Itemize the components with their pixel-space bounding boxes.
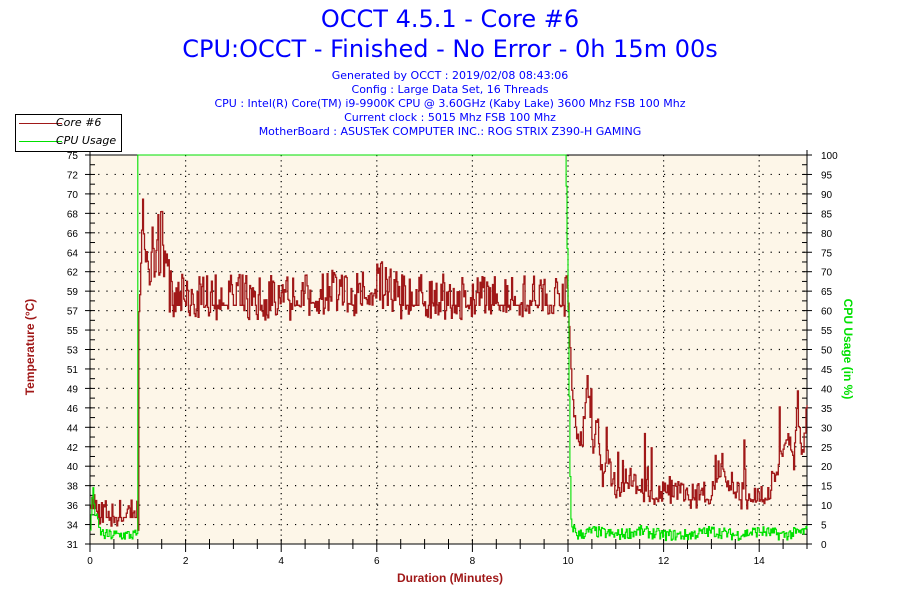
- svg-text:49: 49: [67, 384, 79, 395]
- chart-title: OCCT 4.5.1 - Core #6: [320, 5, 580, 33]
- svg-text:55: 55: [821, 326, 833, 337]
- svg-text:44: 44: [67, 423, 79, 434]
- svg-text:50: 50: [821, 346, 833, 357]
- info-clock: Current clock : 5015 Mhz FSB 100 Mhz: [344, 111, 556, 124]
- info-config: Config : Large Data Set, 16 Threads: [351, 83, 549, 96]
- svg-text:8: 8: [470, 556, 476, 567]
- y-axis-title-left: Temperature (°C): [23, 298, 37, 396]
- svg-text:75: 75: [821, 248, 833, 259]
- svg-text:5: 5: [821, 521, 827, 532]
- svg-text:72: 72: [67, 170, 79, 181]
- svg-text:55: 55: [67, 326, 79, 337]
- svg-text:14: 14: [754, 556, 766, 567]
- legend-label-core6: Core #6: [56, 116, 102, 129]
- svg-text:70: 70: [821, 268, 833, 279]
- x-axis-title: Duration (Minutes): [397, 571, 503, 585]
- svg-text:35: 35: [821, 404, 833, 415]
- svg-text:100: 100: [821, 151, 838, 162]
- core6-temperature-line: [90, 198, 808, 531]
- svg-text:45: 45: [821, 365, 833, 376]
- svg-text:64: 64: [67, 248, 79, 259]
- svg-text:46: 46: [67, 404, 79, 415]
- svg-text:38: 38: [67, 482, 79, 493]
- svg-text:15: 15: [821, 482, 833, 493]
- legend-item-cpu-usage: CPU Usage: [16, 133, 121, 149]
- svg-text:75: 75: [67, 151, 79, 162]
- info-motherboard: MotherBoard : ASUSTeK COMPUTER INC.: ROG…: [258, 125, 642, 138]
- legend-swatch-core6: [19, 123, 62, 124]
- svg-text:25: 25: [821, 443, 833, 454]
- svg-text:34: 34: [67, 521, 79, 532]
- svg-text:57: 57: [67, 307, 79, 318]
- svg-text:4: 4: [278, 556, 284, 567]
- svg-text:6: 6: [374, 556, 380, 567]
- chart-subtitle: CPU:OCCT - Finished - No Error - 0h 15m …: [182, 35, 718, 63]
- chart-legend: Core #6 CPU Usage: [15, 114, 122, 152]
- svg-text:68: 68: [67, 209, 79, 220]
- svg-text:0: 0: [87, 556, 93, 567]
- cpu-usage-line: [90, 154, 808, 542]
- svg-text:65: 65: [821, 287, 833, 298]
- svg-text:0: 0: [821, 540, 827, 551]
- legend-item-core6: Core #6: [16, 115, 121, 131]
- info-generated: Generated by OCCT : 2019/02/08 08:43:06: [331, 69, 569, 82]
- svg-text:20: 20: [821, 462, 833, 473]
- svg-text:90: 90: [821, 190, 833, 201]
- svg-text:2: 2: [183, 556, 189, 567]
- plot-background: [90, 155, 807, 544]
- svg-text:60: 60: [821, 307, 833, 318]
- svg-text:12: 12: [658, 556, 670, 567]
- svg-text:80: 80: [821, 229, 833, 240]
- svg-text:85: 85: [821, 209, 833, 220]
- svg-text:31: 31: [67, 540, 79, 551]
- svg-text:40: 40: [67, 462, 79, 473]
- svg-text:51: 51: [67, 365, 79, 376]
- svg-text:40: 40: [821, 384, 833, 395]
- y-axis-title-right: CPU Usage (in %): [841, 298, 855, 400]
- svg-text:10: 10: [821, 501, 833, 512]
- svg-text:95: 95: [821, 170, 833, 181]
- data-series: [90, 154, 808, 542]
- svg-text:59: 59: [67, 287, 79, 298]
- info-cpu: CPU : Intel(R) Core(TM) i9-9900K CPU @ 3…: [214, 97, 686, 110]
- svg-text:62: 62: [67, 268, 79, 279]
- svg-text:10: 10: [562, 556, 574, 567]
- svg-text:30: 30: [821, 423, 833, 434]
- svg-text:36: 36: [67, 501, 79, 512]
- legend-swatch-cpu-usage: [19, 141, 62, 142]
- svg-text:66: 66: [67, 229, 79, 240]
- svg-text:42: 42: [67, 443, 79, 454]
- svg-text:70: 70: [67, 190, 79, 201]
- svg-text:53: 53: [67, 346, 79, 357]
- legend-label-cpu-usage: CPU Usage: [56, 134, 117, 147]
